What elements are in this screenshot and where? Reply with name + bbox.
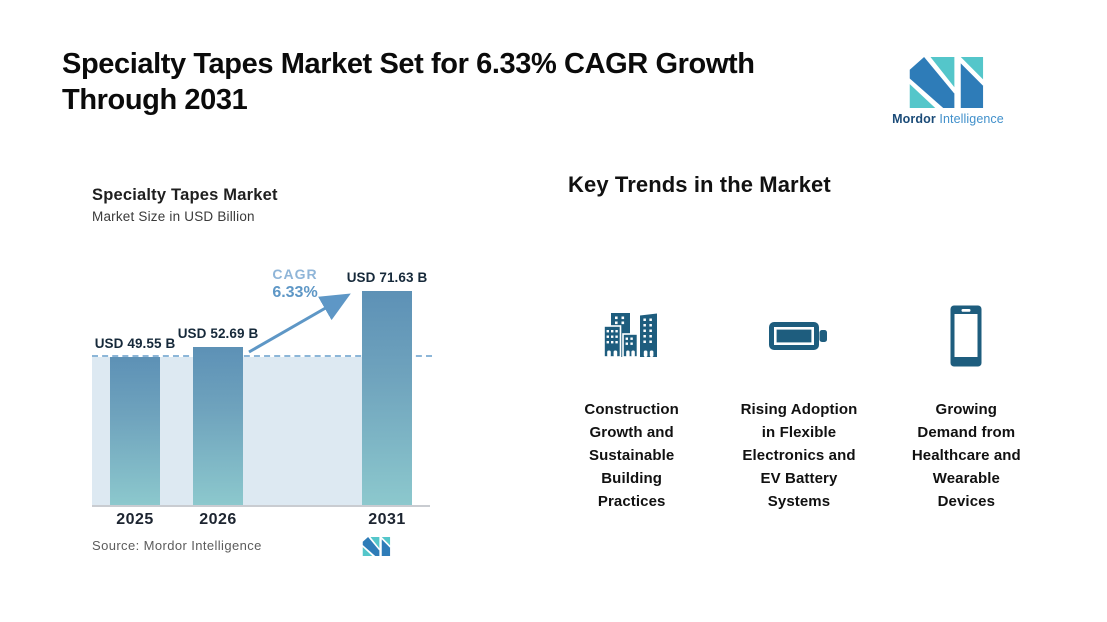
brand-wordmark: Mordor Intelligence [880,112,1016,126]
bar-value-label: USD 52.69 B [177,326,259,341]
cagr-value: 6.33% [272,284,318,301]
bar-group-2031: USD 71.63 B [347,240,427,505]
bar-2025 [110,357,160,505]
source-note: Source: Mordor Intelligence [92,538,262,553]
buildings-icon [603,296,660,376]
source-logo-icon [362,537,392,561]
x-axis-labels: 2025 2026 2031 [92,511,432,531]
plot-area: USD 49.55 B USD 52.69 B USD 71.63 B CAGR… [92,240,432,507]
brand-logo: Mordor Intelligence [880,57,1016,126]
bar-group-2026: USD 52.69 B [178,240,258,505]
trend-card-electronics: Rising Adoption in Flexible Electronics … [715,296,882,513]
x-axis-baseline [92,505,430,507]
page-title: Specialty Tapes Market Set for 6.33% CAG… [62,48,755,116]
bar-value-label: USD 49.55 B [94,336,176,351]
x-axis-label-2026: 2026 [199,511,237,528]
bar-2031 [362,291,412,505]
bar-2026 [193,347,243,505]
smartphone-icon [950,296,982,376]
brand-name-light: Intelligence [939,112,1004,126]
brand-name-bold: Mordor [892,112,936,126]
dashed-reference-line [92,355,432,357]
trend-label: Construction Growth and Sustainable Buil… [584,401,679,510]
chart-title: Specialty Tapes Market [92,186,278,204]
chart-subtitle: Market Size in USD Billion [92,209,255,224]
cagr-annotation: CAGR 6.33% [255,266,335,302]
trend-label: Rising Adoption in Flexible Electronics … [740,401,858,510]
trend-card-healthcare: Growing Demand from Healthcare and Weara… [883,296,1050,513]
x-axis-label-2025: 2025 [116,511,154,528]
trends-heading: Key Trends in the Market [568,172,831,197]
mordor-logo-icon [880,57,1016,108]
battery-icon [768,296,830,376]
cagr-label: CAGR [272,266,318,282]
bar-value-label: USD 71.63 B [346,270,428,285]
bar-group-2025: USD 49.55 B [95,240,175,505]
trend-label: Growing Demand from Healthcare and Weara… [911,401,1021,510]
x-axis-label-2031: 2031 [368,511,406,528]
trend-card-construction: Construction Growth and Sustainable Buil… [548,296,715,513]
trends-row: Construction Growth and Sustainable Buil… [548,296,1050,513]
